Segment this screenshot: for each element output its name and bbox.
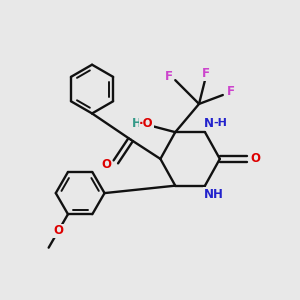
Text: F: F [227,85,235,98]
Text: F: F [202,67,210,80]
Text: H: H [212,188,222,201]
Text: N: N [204,188,214,201]
Text: H: H [132,117,142,130]
Text: O: O [250,152,260,165]
Text: O: O [101,158,111,171]
Text: ·O: ·O [139,117,154,130]
Text: F: F [165,70,173,83]
Text: N: N [204,117,214,130]
Text: -H: -H [213,118,227,128]
Text: O: O [53,224,63,237]
